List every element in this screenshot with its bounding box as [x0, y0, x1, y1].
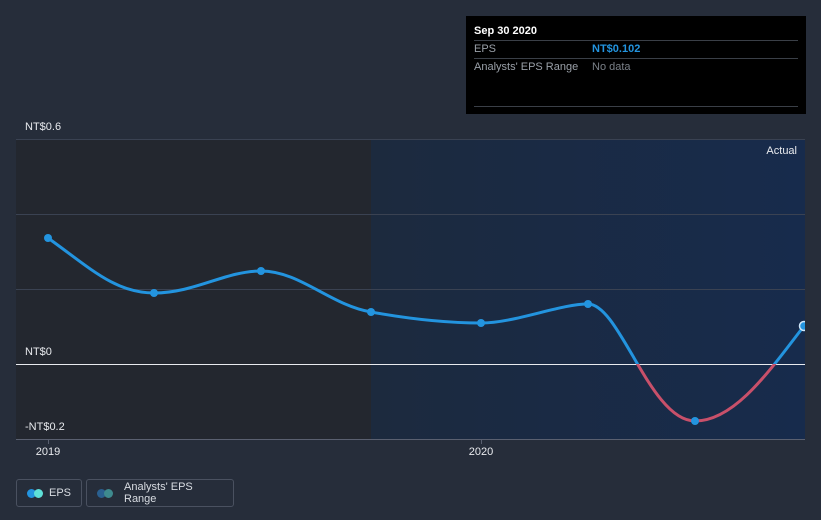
range-legend-icon: [97, 488, 116, 498]
eps-point[interactable]: [584, 300, 592, 308]
eps-point[interactable]: [691, 417, 699, 425]
right-mask: [805, 120, 821, 450]
eps-point[interactable]: [367, 308, 375, 316]
eps-point[interactable]: [257, 267, 265, 275]
tooltip: Sep 30 2020 EPS NT$0.102 Analysts' EPS R…: [466, 16, 806, 114]
actual-region-label: Actual: [766, 145, 797, 157]
tooltip-date: Sep 30 2020: [474, 24, 798, 41]
eps-point[interactable]: [477, 319, 485, 327]
legend-label: Analysts' EPS Range: [124, 481, 193, 505]
y-label-0: NT$0: [25, 346, 52, 358]
legend-analysts-eps-range[interactable]: Analysts' EPS Range: [86, 479, 234, 507]
eps-line: [46, 236, 806, 423]
eps-points: [44, 234, 810, 425]
y-label-neg-0.2: -NT$0.2: [25, 421, 65, 433]
x-label-2020: 2020: [468, 446, 494, 458]
y-label-0.6: NT$0.6: [25, 121, 62, 133]
tooltip-row-eps: EPS NT$0.102: [474, 41, 798, 59]
tooltip-key: Analysts' EPS Range: [474, 61, 579, 73]
tooltip-value: NT$0.102: [592, 43, 641, 55]
tooltip-key: EPS: [474, 43, 497, 55]
gridlines: [16, 139, 805, 290]
eps-legend-icon: [27, 488, 43, 498]
tooltip-row-range: Analysts' EPS Range No data: [474, 59, 798, 76]
legend-label: EPS: [48, 487, 71, 499]
tooltip-value: No data: [592, 61, 631, 73]
eps-point[interactable]: [150, 289, 158, 297]
x-label-2019: 2019: [35, 446, 61, 458]
legend-eps[interactable]: EPS: [16, 479, 82, 507]
tooltip-divider: [474, 106, 798, 107]
eps-point[interactable]: [44, 234, 52, 242]
